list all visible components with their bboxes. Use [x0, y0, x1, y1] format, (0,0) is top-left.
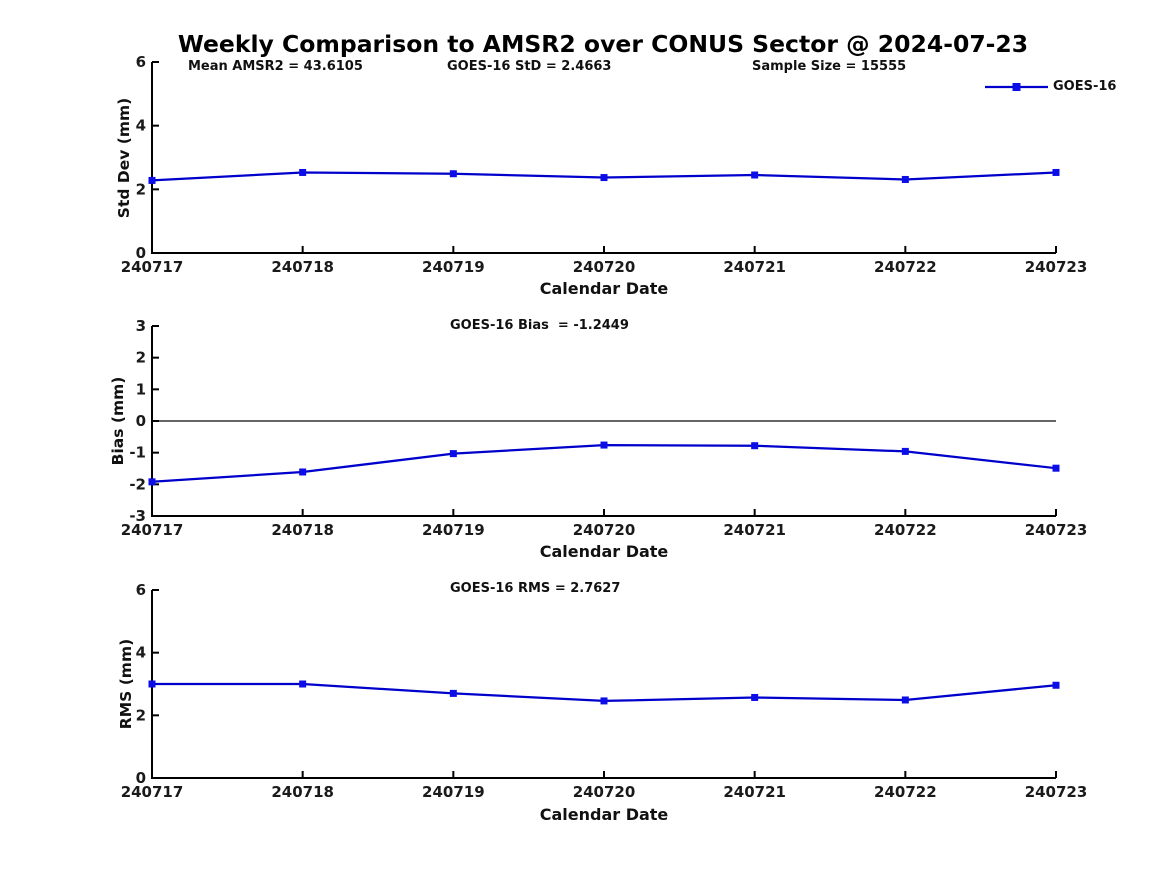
- std-dev-subplot-data-marker: [901, 175, 909, 183]
- figure-title: Weekly Comparison to AMSR2 over CONUS Se…: [177, 30, 1029, 58]
- bias-subplot-y-tick-label: -3: [129, 507, 146, 525]
- bias-subplot-x-tick-label: 240718: [271, 521, 334, 539]
- x-axis-label-2: Calendar Date: [539, 542, 669, 561]
- bias-subplot-y-tick-label: 2: [136, 349, 146, 367]
- bias-subplot-data-marker: [299, 468, 307, 476]
- annotation-goes16-bias: GOES-16 Bias = -1.2449: [450, 318, 629, 333]
- bias-subplot-data-marker: [1052, 464, 1060, 472]
- rms-subplot-data-marker: [148, 680, 156, 688]
- rms-subplot-x-tick-label: 240718: [271, 783, 334, 801]
- std-dev-subplot-data-marker: [751, 171, 759, 179]
- std-dev-subplot-data-marker: [1052, 168, 1060, 176]
- rms-subplot-x-tick-label: 240720: [573, 783, 636, 801]
- annotation-mean-amsr2: Mean AMSR2 = 43.6105: [188, 59, 363, 74]
- bias-subplot-data-marker: [449, 450, 457, 458]
- rms-subplot-data-marker: [600, 697, 608, 705]
- std-dev-subplot-x-tick-label: 240717: [121, 258, 184, 276]
- annotation-goes16-std: GOES-16 StD = 2.4663: [447, 59, 612, 74]
- bias-subplot-y-tick-label: -1: [129, 444, 146, 462]
- legend-marker-sample: [1012, 83, 1021, 91]
- std-dev-subplot-x-tick-label: 240720: [573, 258, 636, 276]
- rms-subplot-x-tick-label: 240721: [723, 783, 786, 801]
- bias-subplot-series-line: [151, 443, 1057, 483]
- std-dev-subplot-x-tick-label: 240718: [271, 258, 334, 276]
- bias-subplot-y-tick-label: 0: [136, 412, 146, 430]
- bias-subplot-y-tick-label: 3: [136, 317, 146, 335]
- std-dev-subplot-y-tick-label: 6: [136, 53, 146, 71]
- std-dev-subplot-x-tick-label: 240723: [1025, 258, 1088, 276]
- std-dev-subplot-x-tick-label: 240719: [422, 258, 485, 276]
- y-axis-label-rms: RMS (mm): [117, 638, 135, 730]
- bias-subplot-x-tick-label: 240721: [723, 521, 786, 539]
- std-dev-subplot-data-marker: [299, 168, 307, 176]
- rms-subplot-x-tick-label: 240722: [874, 783, 937, 801]
- rms-subplot-data-marker: [299, 680, 307, 688]
- rms-subplot-data-marker: [449, 689, 457, 697]
- bias-subplot-x-tick-label: 240717: [121, 521, 184, 539]
- bias-subplot-x-tick-label: 240722: [874, 521, 937, 539]
- std-dev-subplot-y-tick-label: 2: [136, 180, 146, 198]
- bias-subplot-x-tick-label: 240723: [1025, 521, 1088, 539]
- bias-subplot-x-tick-label: 240720: [573, 521, 636, 539]
- bias-subplot-data-marker: [751, 442, 759, 450]
- bias-subplot-x-tick-label: 240719: [422, 521, 485, 539]
- rms-subplot-x-tick-label: 240723: [1025, 783, 1088, 801]
- rms-subplot-y-tick-label: 0: [136, 769, 146, 787]
- std-dev-subplot-data-marker: [148, 176, 156, 184]
- y-axis-label-bias: Bias (mm): [109, 376, 127, 466]
- rms-subplot-x-tick-label: 240717: [121, 783, 184, 801]
- bias-subplot-y-tick-label: 1: [136, 380, 146, 398]
- std-dev-subplot-data-marker: [449, 170, 457, 178]
- annotation-sample-size: Sample Size = 15555: [752, 59, 907, 74]
- std-dev-subplot-x-tick-label: 240721: [723, 258, 786, 276]
- std-dev-subplot-x-tick-label: 240722: [874, 258, 937, 276]
- y-axis-label-std-dev: Std Dev (mm): [115, 97, 133, 219]
- bias-subplot-data-marker: [600, 441, 608, 449]
- bias-subplot-data-marker: [148, 478, 156, 486]
- rms-subplot-y-tick-label: 2: [136, 706, 146, 724]
- rms-subplot-data-marker: [901, 696, 909, 704]
- rms-subplot-data-marker: [1052, 681, 1060, 689]
- x-axis-label-1: Calendar Date: [539, 279, 669, 298]
- bias-subplot-data-marker: [901, 447, 909, 455]
- annotation-goes16-rms: GOES-16 RMS = 2.7627: [450, 581, 621, 596]
- rms-subplot-data-marker: [751, 693, 759, 701]
- rms-subplot-y-tick-label: 6: [136, 581, 146, 599]
- x-axis-label-3: Calendar Date: [539, 805, 669, 824]
- rms-subplot-x-tick-label: 240719: [422, 783, 485, 801]
- bias-subplot-y-tick-label: -2: [129, 475, 146, 493]
- legend-label-goes16: GOES-16: [1053, 79, 1117, 94]
- rms-subplot-y-tick-label: 4: [136, 644, 146, 662]
- std-dev-subplot-data-marker: [600, 174, 608, 182]
- std-dev-subplot-y-tick-label: 4: [136, 117, 146, 135]
- std-dev-subplot-y-tick-label: 0: [136, 244, 146, 262]
